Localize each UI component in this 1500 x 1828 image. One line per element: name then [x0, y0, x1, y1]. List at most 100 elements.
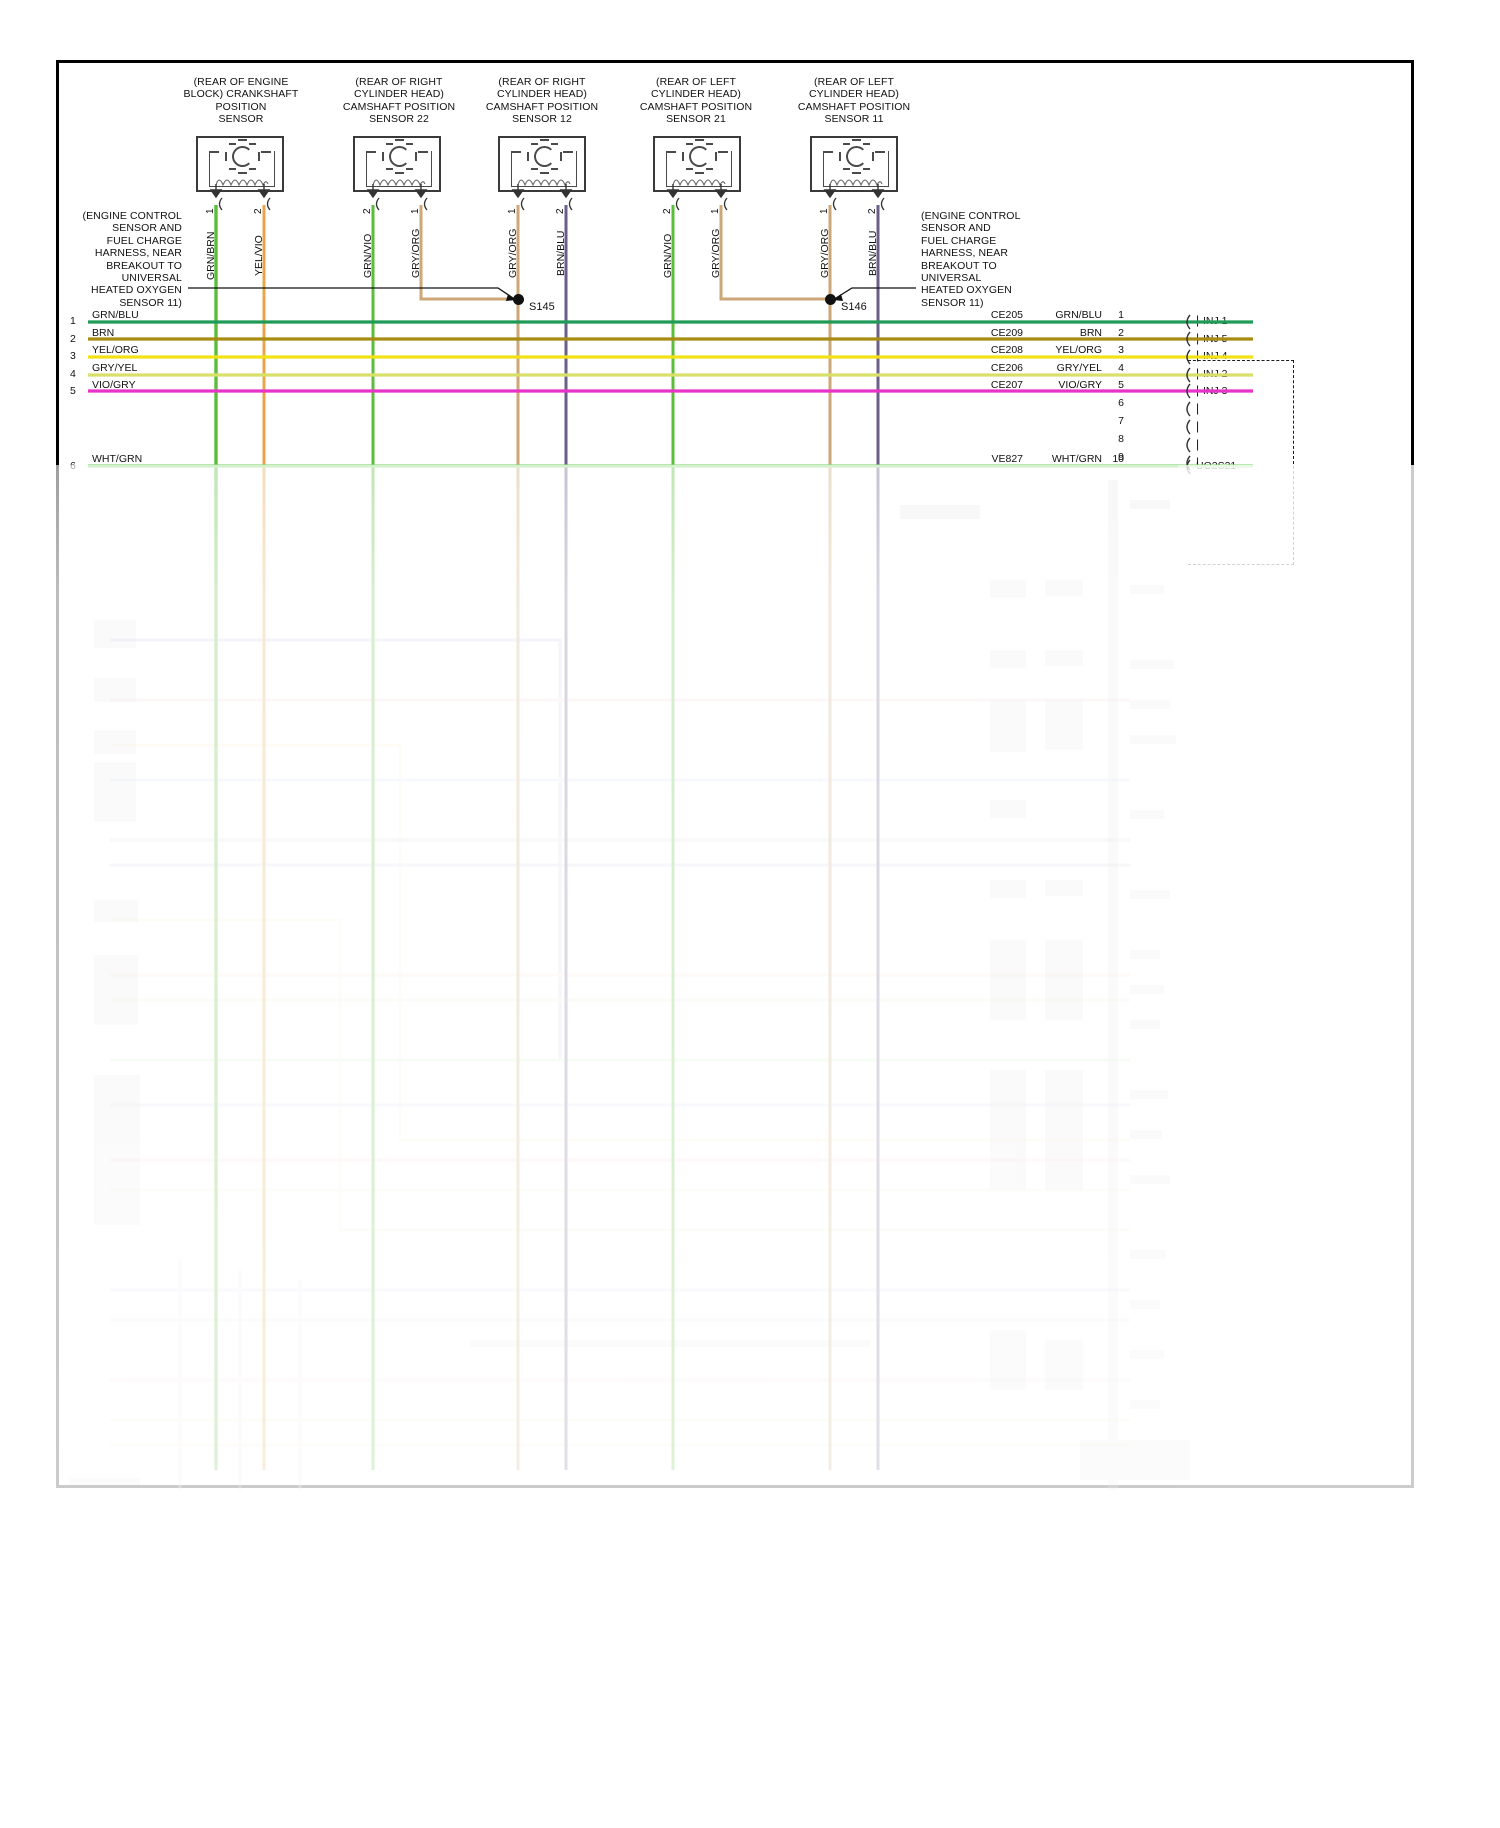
caption-line: (REAR OF ENGINE	[193, 76, 289, 88]
sensor-notch-right	[718, 151, 728, 153]
left-pin-number: 1	[70, 315, 76, 327]
circuit-id: CE207	[990, 379, 1023, 391]
right-pin-number: 7	[1118, 415, 1124, 427]
note-line: HARNESS, NEAR	[921, 247, 1009, 260]
harness-note-right: (ENGINE CONTROL SENSOR AND FUEL CHARGE H…	[921, 210, 1037, 309]
caption-line: (REAR OF RIGHT	[498, 76, 586, 88]
sensor-tooth-ring-icon	[839, 139, 874, 174]
sensor-symbol-camshaft-position-sensor-22	[353, 136, 441, 192]
sensor-caption-crankshaft-position-sensor: (REAR OF ENGINE BLOCK) CRANKSHAFT POSITI…	[170, 76, 312, 126]
note-line: HEATED OXYGEN	[921, 284, 1012, 297]
note-line: HARNESS, NEAR	[94, 247, 182, 260]
right-pin-number: 5	[1118, 379, 1124, 391]
right-pin-number: 4	[1118, 362, 1124, 374]
circuit-id: CE206	[990, 362, 1023, 374]
sensor-symbol-camshaft-position-sensor-11	[810, 136, 898, 192]
sensor-notch-right	[875, 151, 885, 153]
sensor-symbol-camshaft-position-sensor-21	[653, 136, 741, 192]
caption-line: CAMSHAFT POSITION	[342, 100, 456, 113]
sensor-caption-camshaft-position-sensor-11: (REAR OF LEFT CYLINDER HEAD) CAMSHAFT PO…	[783, 76, 925, 126]
caption-line: CYLINDER HEAD)	[808, 88, 900, 101]
right-wire-name: VIO/GRY	[1058, 379, 1102, 391]
caption-line: POSITION	[215, 100, 267, 113]
sensor-inner-body	[666, 151, 732, 187]
right-pin-number: 9	[1118, 451, 1124, 463]
right-wire-name: WHT/GRN	[1051, 453, 1102, 465]
note-line: (ENGINE CONTROL	[82, 210, 182, 222]
left-pin-number: 5	[70, 385, 76, 397]
sensor-rotor-icon	[389, 146, 410, 167]
sensor-caption-camshaft-position-sensor-22: (REAR OF RIGHT CYLINDER HEAD) CAMSHAFT P…	[328, 76, 470, 126]
sensor-tooth-ring-icon	[682, 139, 717, 174]
circuit-id: CE205	[990, 309, 1023, 321]
sensor-rotor-icon	[846, 146, 867, 167]
circuit-id: CE208	[990, 344, 1023, 356]
right-wire-name: YEL/ORG	[1055, 344, 1102, 356]
right-pin-number: 8	[1118, 433, 1124, 445]
sensor-notch-left	[366, 151, 376, 153]
terminal-divider: |	[1196, 366, 1200, 380]
caption-line: SENSOR 12	[512, 113, 572, 126]
right-pin-number: 6	[1118, 397, 1124, 409]
sensor-inner-body	[209, 151, 275, 187]
page-bottom-mask	[0, 1490, 1500, 1828]
caption-line: CAMSHAFT POSITION	[797, 100, 911, 113]
sensor-tooth-ring-icon	[225, 139, 260, 174]
sensor-notch-right	[563, 151, 573, 153]
note-line: UNIVERSAL	[921, 272, 982, 285]
right-wire-name: GRN/BLU	[1055, 309, 1102, 321]
circuit-id: CE209	[990, 327, 1023, 339]
right-wire-name: GRY/YEL	[1056, 362, 1102, 374]
left-wire-name: GRY/YEL	[92, 362, 138, 374]
caption-line: CAMSHAFT POSITION	[485, 100, 599, 113]
note-line: FUEL CHARGE	[106, 234, 182, 247]
sensor-inner-body	[366, 151, 432, 187]
sensor-rotor-icon	[232, 146, 253, 167]
caption-line: (REAR OF LEFT	[655, 76, 737, 88]
splice-label-S145: S145	[529, 301, 555, 313]
caption-line: SENSOR 21	[666, 113, 726, 126]
right-pin-number: 3	[1118, 344, 1124, 356]
sensor-coil-icon	[672, 175, 726, 186]
sensor-coil-icon	[829, 175, 883, 186]
note-line: BREAKOUT TO	[106, 259, 182, 272]
caption-line: BLOCK) CRANKSHAFT	[183, 88, 299, 101]
sensor-coil-icon	[517, 175, 571, 186]
caption-line: SENSOR 11	[824, 113, 884, 126]
sensor-coil-icon	[215, 175, 269, 186]
note-line: SENSOR AND	[112, 222, 182, 235]
sensor-inner-body	[823, 151, 889, 187]
note-line: BREAKOUT TO	[921, 259, 997, 272]
sensor-rotor-icon	[689, 146, 710, 167]
terminal-divider: |	[1196, 419, 1200, 433]
splice-label-S146: S146	[841, 301, 867, 313]
sensor-coil-icon	[372, 175, 426, 186]
left-wire-name: WHT/GRN	[92, 453, 143, 465]
note-line: SENSOR AND	[921, 222, 991, 235]
sensor-notch-right	[261, 151, 271, 153]
sensor-symbol-camshaft-position-sensor-12	[498, 136, 586, 192]
caption-line: (REAR OF LEFT	[813, 76, 895, 88]
sensor-tooth-ring-icon	[382, 139, 417, 174]
left-pin-number: 2	[70, 333, 76, 345]
right-wire-name: BRN	[1079, 327, 1102, 339]
splice-dot-S146	[825, 294, 836, 305]
terminal-divider: |	[1196, 401, 1200, 415]
note-line: SENSOR 11)	[921, 296, 984, 309]
sensor-inner-body	[511, 151, 577, 187]
sensor-tooth-ring-icon	[527, 139, 562, 174]
sensor-caption-camshaft-position-sensor-12: (REAR OF RIGHT CYLINDER HEAD) CAMSHAFT P…	[471, 76, 613, 126]
sensor-rotor-icon	[534, 146, 555, 167]
left-wire-name: YEL/ORG	[92, 344, 139, 356]
terminal-divider: |	[1196, 455, 1200, 469]
caption-line: SENSOR	[218, 113, 264, 126]
left-wire-name: GRN/BLU	[92, 309, 139, 321]
terminal-divider: |	[1196, 437, 1200, 451]
sensor-notch-right	[418, 151, 428, 153]
caption-line: CYLINDER HEAD)	[353, 88, 445, 101]
circuit-id: VE827	[991, 453, 1023, 465]
caption-line: CYLINDER HEAD)	[496, 88, 588, 101]
caption-line: CAMSHAFT POSITION	[639, 100, 753, 113]
harness-note-left: (ENGINE CONTROL SENSOR AND FUEL CHARGE H…	[78, 210, 182, 309]
sensor-notch-left	[666, 151, 676, 153]
